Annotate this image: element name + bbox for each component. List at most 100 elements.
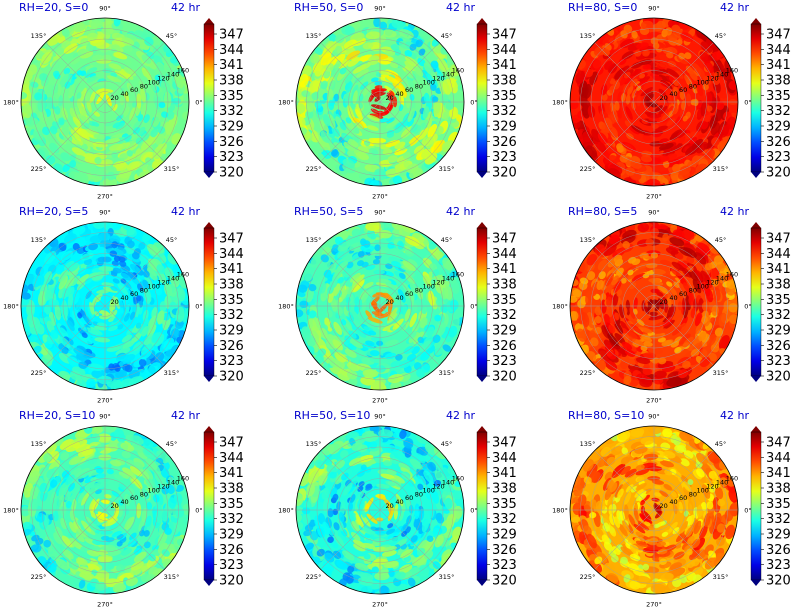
field-cell bbox=[418, 48, 426, 56]
field-cell bbox=[598, 348, 611, 362]
field-cell bbox=[604, 313, 611, 325]
field-cell bbox=[659, 143, 674, 150]
colorbar-gradient bbox=[750, 227, 762, 377]
field-cell bbox=[345, 82, 353, 93]
angle-label: 315° bbox=[439, 573, 455, 581]
field-cell bbox=[312, 291, 321, 303]
field-cell bbox=[163, 337, 175, 351]
field-cell bbox=[129, 106, 137, 121]
panel-title: RH=80, S=0 bbox=[568, 1, 637, 14]
angle-label: 135° bbox=[580, 32, 596, 40]
field-cell bbox=[445, 102, 454, 111]
field-cell bbox=[672, 163, 681, 173]
field-cell bbox=[694, 270, 704, 281]
field-cell bbox=[665, 275, 678, 284]
field-cell bbox=[609, 316, 616, 325]
field-cell bbox=[132, 127, 141, 135]
field-cell bbox=[44, 289, 52, 301]
polar-panel: 20 40 60 80 1001201401600°45°90°135°180°225°… bbox=[552, 205, 752, 405]
field-cell bbox=[398, 84, 407, 98]
field-cell bbox=[632, 268, 647, 276]
field-cell bbox=[378, 69, 392, 76]
field-cell bbox=[590, 337, 599, 347]
field-cell bbox=[333, 321, 343, 335]
colorbar-tick-label: 320 bbox=[766, 370, 791, 385]
field-cell bbox=[67, 293, 74, 309]
field-cell bbox=[175, 306, 185, 323]
field-cell bbox=[30, 81, 39, 88]
field-cell bbox=[113, 52, 128, 60]
field-cell bbox=[639, 327, 653, 334]
colorbar-tick-label: 344 bbox=[766, 247, 791, 262]
polar-frame bbox=[569, 221, 739, 391]
field-cell bbox=[72, 22, 85, 33]
field-cell bbox=[72, 225, 86, 236]
field-cell bbox=[78, 335, 93, 345]
field-cell bbox=[124, 303, 130, 319]
angle-label: 0° bbox=[744, 303, 751, 311]
colorbar-extend-min bbox=[751, 376, 761, 382]
field-cell bbox=[612, 293, 619, 307]
colorbar-tick-label: 326 bbox=[766, 135, 791, 150]
field-cell bbox=[68, 83, 76, 97]
colorbar-tick-label: 341 bbox=[492, 466, 517, 481]
field-cell bbox=[711, 137, 720, 147]
field-cell bbox=[387, 155, 398, 163]
field-cell bbox=[106, 75, 122, 83]
field-cell bbox=[640, 87, 653, 97]
colorbar-tick-label: 320 bbox=[219, 166, 244, 181]
field-cell bbox=[688, 292, 694, 302]
field-cell bbox=[150, 128, 158, 138]
polar-panel: 20 40 60 80 1001201401600°45°90°135°180°225°… bbox=[3, 409, 203, 609]
field-cell bbox=[365, 31, 381, 40]
field-cell bbox=[449, 270, 459, 278]
field-cell bbox=[146, 243, 160, 256]
polar-panel: 20 40 60 80 1001201401600°45°90°135°180°225°… bbox=[552, 1, 752, 201]
field-cell bbox=[85, 290, 92, 299]
polar-panel: 20 40 60 80 1001201401600°45°90°135°180°225°… bbox=[3, 1, 203, 201]
field-cell bbox=[628, 138, 640, 146]
field-cell bbox=[117, 324, 124, 330]
field-cell bbox=[350, 272, 361, 283]
field-cell bbox=[343, 141, 356, 152]
field-cell bbox=[144, 36, 154, 47]
colorbar-tick-label: 323 bbox=[492, 354, 517, 369]
radial-tick-label: 160 bbox=[177, 67, 189, 75]
field-cell bbox=[106, 171, 116, 181]
colorbar-tick-label: 326 bbox=[219, 339, 244, 354]
field-cell bbox=[48, 298, 55, 308]
field-cell bbox=[681, 229, 695, 240]
field-cell bbox=[327, 113, 336, 129]
field-cell bbox=[347, 138, 359, 148]
field-cell bbox=[172, 97, 181, 105]
field-cell bbox=[598, 271, 606, 280]
field-cell bbox=[119, 96, 125, 106]
field-cell bbox=[349, 339, 363, 349]
field-cell bbox=[621, 277, 627, 284]
field-cell bbox=[43, 271, 53, 285]
field-cell bbox=[367, 114, 381, 122]
field-cell bbox=[80, 38, 90, 46]
field-cell bbox=[52, 92, 59, 108]
field-cell bbox=[650, 37, 659, 45]
field-cell bbox=[386, 75, 400, 85]
radial-tick-label: 60 bbox=[405, 290, 413, 298]
panel-title: RH=50, S=10 bbox=[294, 409, 370, 422]
field-cell bbox=[331, 149, 339, 157]
field-cell bbox=[122, 294, 128, 310]
field-cell bbox=[308, 283, 317, 292]
field-cell bbox=[46, 335, 55, 345]
field-cell bbox=[21, 91, 28, 100]
polar-grid-spoke bbox=[653, 246, 714, 307]
field-cell bbox=[70, 55, 82, 65]
field-cell bbox=[401, 128, 413, 139]
field-cell bbox=[657, 285, 668, 292]
field-cell bbox=[76, 353, 87, 362]
field-cell bbox=[153, 279, 161, 289]
angle-label: 90° bbox=[648, 209, 660, 217]
field-cell bbox=[320, 53, 332, 66]
field-cell bbox=[159, 301, 167, 313]
colorbar-tick-label: 335 bbox=[766, 89, 791, 104]
field-cell bbox=[432, 269, 440, 277]
